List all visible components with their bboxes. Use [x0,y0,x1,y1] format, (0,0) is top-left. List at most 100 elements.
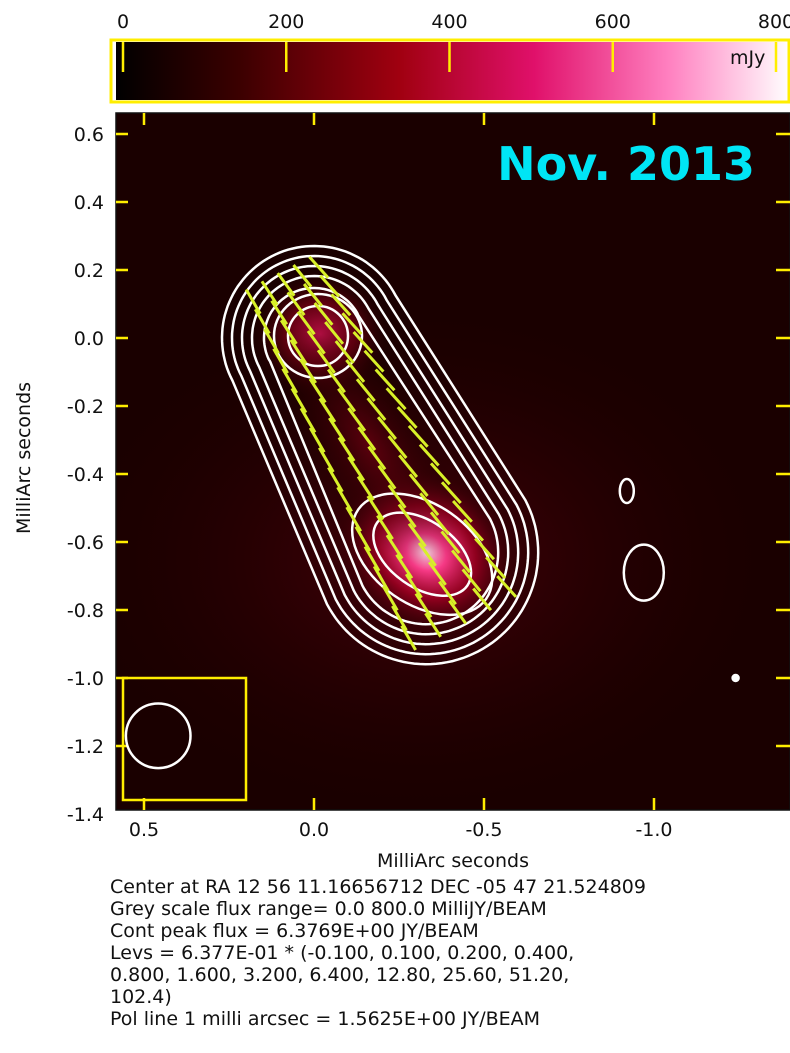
colorbar-tick-label: 200 [268,11,304,33]
polarization-vector [363,545,381,572]
polarization-vector [356,475,375,501]
polarization-vector [382,585,399,612]
polarization-vector [363,349,385,373]
polarization-vector [336,486,353,513]
radio-map-figure: 0 200 400 600 800 mJy Nov. 2013 0.5 0.0 -0.5 -1… [13,11,790,870]
polarization-vector [387,484,407,509]
map-caption: Center at RA 12 56 11.16656712 DEC -05 4… [110,876,780,1030]
polarization-vector [387,435,408,459]
polarization-vector [270,299,289,326]
polarization-vector [316,349,336,374]
y-tick-label: 0.2 [74,260,104,282]
polarization-vector [376,416,397,440]
polarization-vector [419,492,440,517]
polarization-vector [254,308,271,335]
polarization-vector [308,427,326,453]
isolated-contour [731,673,740,683]
polarization-vector [408,473,429,497]
contour-line [272,292,364,380]
polarization-vector [461,568,482,593]
polarization-vector [286,291,306,316]
polarization-vector [263,328,280,355]
polarization-vector [407,424,429,448]
polarization-vector [451,549,471,574]
polarization-vector [327,466,344,493]
polarization-vector [330,293,352,317]
polarization-vector [302,283,323,307]
y-tick-label: -1.2 [67,736,104,758]
x-tick-label: -1.0 [635,819,672,841]
polarization-vector [376,514,394,540]
caption-grey-scale: Grey scale flux range= 0.0 800.0 MilliJY… [110,898,547,920]
polarization-vector [244,288,262,315]
polarization-vector [299,358,317,384]
polarization-vector [474,537,496,561]
colorbar-frame [109,38,790,104]
caption-cont-peak: Cont peak flux = 6.3769E+00 JY/BEAM [110,920,479,942]
polarization-vector [377,465,397,490]
contour-line [230,254,530,656]
polarization-vector [352,330,374,354]
colorbar: 0 200 400 600 800 mJy [109,11,790,104]
polarization-vector [357,426,377,451]
polarization-vector [397,503,417,528]
polarization-vector [345,359,366,383]
polarization-vector [418,443,440,467]
x-axis-label: MilliArc seconds [377,850,529,870]
y-tick-label: -1.0 [67,668,104,690]
polarization-vector [318,397,337,423]
polarization-vector [438,580,457,606]
polarization-vector [318,446,335,473]
y-tick-label: -0.2 [67,396,104,418]
polarization-vector [281,367,298,394]
y-tick-label: -0.8 [67,600,104,622]
polarization-vector [485,556,507,580]
polarization-vector [276,272,296,297]
polarization-vector [417,542,437,567]
polarization-vector [337,436,356,462]
polarization-vector [290,387,308,414]
polarization-vector [319,274,341,298]
colorbar-tick-label: 800 [758,11,790,33]
polarization-vector [272,348,289,374]
isolated-contour [618,477,636,505]
polarization-vector [347,407,367,432]
colorbar-gradient [116,42,790,100]
y-tick-label: -0.4 [67,464,104,486]
y-tick-label: 0.0 [74,328,104,350]
beam-box [121,676,248,802]
polarization-vector [341,312,363,336]
polarization-vector [429,462,451,486]
polarization-vector [407,522,427,548]
polarization-vector [366,495,385,521]
polarization-vector [366,397,387,421]
polarization-vector [429,511,450,536]
colorbar-tick-label: 400 [431,11,467,33]
polarization-vector [385,534,404,560]
polarization-vector [347,456,366,482]
polarization-vector [395,553,414,580]
polarization-vector [424,612,442,638]
polarization-vector [279,319,298,345]
caption-levs-2: 0.800, 1.600, 3.200, 6.400, 12.80, 25.60… [110,964,570,986]
beam-ellipse [124,702,192,770]
y-tick-label: -0.6 [67,532,104,554]
polarization-vector [308,255,330,279]
polarization-vector [398,454,419,478]
x-tick-label: -0.5 [465,819,502,841]
polarization-vector [354,526,372,552]
polarization-vector [396,406,418,429]
isolated-contour [622,543,666,602]
polarization-vector [451,499,473,523]
polarization-vector [337,387,357,413]
polarization-vector [308,378,327,404]
polarization-vector [345,506,362,533]
contour-line [220,244,540,666]
polarization-vector [313,302,334,326]
caption-levs-1: Levs = 6.377E-01 * (-0.100, 0.100, 0.200… [110,942,575,964]
polarization-vector [462,518,485,542]
contour-line [240,264,520,646]
y-tick-label: -1.4 [67,804,104,826]
polarization-vector [496,575,518,598]
x-tick-label: 0.0 [299,819,329,841]
